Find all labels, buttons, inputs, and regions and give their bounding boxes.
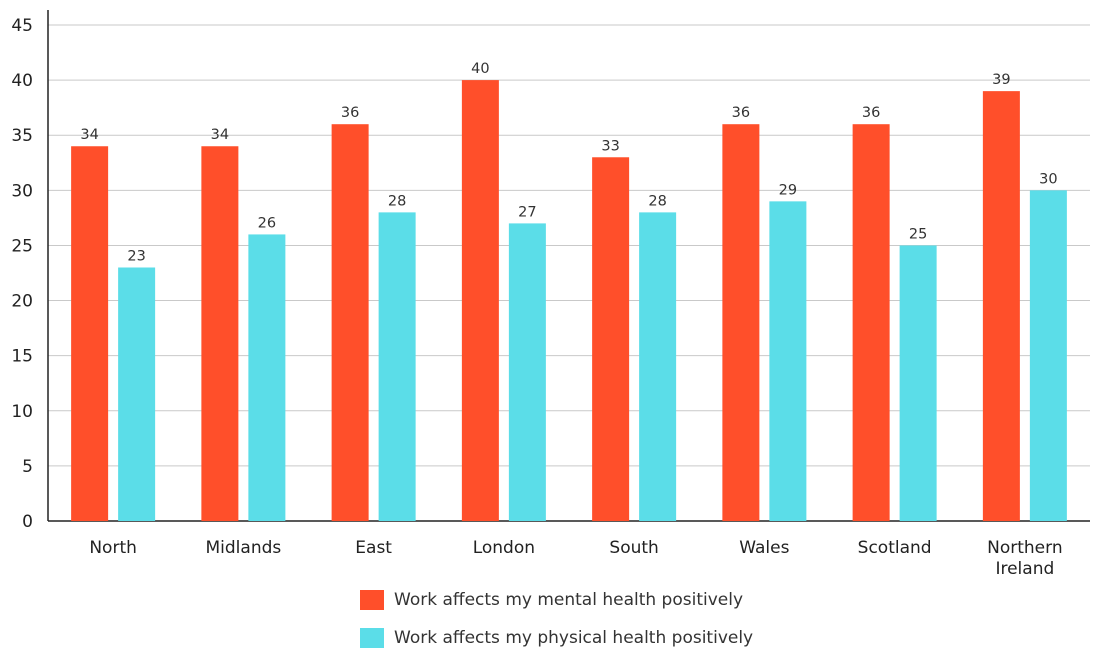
y-tick-label: 25: [11, 236, 33, 256]
legend-item-physical: Work affects my physical health positive…: [360, 628, 753, 648]
x-tick-label-line: Scotland: [858, 538, 932, 558]
bar-physical: [639, 212, 677, 521]
legend-swatch-physical: [360, 628, 384, 648]
data-label: 23: [127, 248, 145, 264]
y-tick-label: 30: [11, 181, 33, 201]
bar-physical: [1029, 190, 1067, 522]
data-label: 28: [388, 193, 406, 209]
x-tick-label-line: London: [473, 538, 535, 558]
data-label: 29: [779, 182, 797, 198]
y-tick-label: 0: [22, 512, 33, 532]
legend-item-mental: Work affects my mental health positively: [360, 590, 753, 610]
data-label: 39: [992, 72, 1010, 88]
y-tick-label: 5: [22, 457, 33, 477]
data-label: 26: [258, 215, 276, 231]
data-label: 36: [862, 105, 880, 121]
data-label: 34: [211, 127, 229, 143]
bar-mental: [201, 146, 239, 521]
x-tick-label-line: South: [609, 538, 658, 558]
legend-label-mental: Work affects my mental health positively: [394, 590, 744, 610]
legend: Work affects my mental health positively…: [360, 590, 753, 666]
bar-mental: [982, 91, 1020, 521]
data-label: 27: [518, 204, 536, 220]
x-tick-label-line: Midlands: [206, 538, 282, 558]
bar-physical: [248, 234, 286, 521]
bar-physical: [118, 267, 156, 521]
bar-mental: [722, 124, 760, 521]
bar-chart: 0 5 10 15 20 25 30 35 40 45 34 23 North 34 26 Midlands 3…: [11, 10, 1090, 579]
y-tick-label: 20: [11, 292, 33, 312]
bar-physical: [769, 201, 807, 521]
bar-mental: [331, 124, 369, 521]
data-label: 40: [471, 61, 489, 77]
bar-mental: [592, 157, 630, 521]
x-tick-label: South: [609, 538, 658, 558]
x-tick-label-line: Northern: [987, 538, 1062, 558]
data-label: 34: [80, 127, 98, 143]
data-label: 30: [1039, 171, 1057, 187]
bar-mental: [852, 124, 890, 521]
x-tick-label-line: Ireland: [995, 559, 1054, 579]
data-label: 33: [601, 138, 619, 154]
data-label: 36: [341, 105, 359, 121]
data-label: 25: [909, 226, 927, 242]
y-tick-label: 45: [11, 16, 33, 36]
bar-mental: [71, 146, 109, 521]
x-tick-label-line: North: [89, 538, 137, 558]
y-tick-label: 10: [11, 402, 33, 422]
legend-swatch-mental: [360, 590, 384, 610]
x-tick-label: East: [355, 538, 392, 558]
data-label: 28: [648, 193, 666, 209]
legend-label-physical: Work affects my physical health positive…: [394, 628, 754, 648]
x-tick-label: Northern Ireland: [987, 538, 1062, 579]
bar-mental: [461, 80, 499, 521]
y-tick-label: 40: [11, 71, 33, 91]
x-tick-label: North: [89, 538, 137, 558]
bar-physical: [508, 223, 546, 521]
x-tick-label-line: Wales: [739, 538, 789, 558]
y-tick-label: 15: [11, 347, 33, 367]
y-tick-label: 35: [11, 126, 33, 146]
bar-physical: [378, 212, 416, 521]
x-tick-label: Scotland: [858, 538, 932, 558]
data-label: 36: [732, 105, 750, 121]
x-tick-label: Wales: [739, 538, 789, 558]
x-tick-label-line: East: [355, 538, 392, 558]
x-tick-label: Midlands: [206, 538, 282, 558]
x-tick-label: London: [473, 538, 535, 558]
bar-physical: [899, 245, 937, 521]
